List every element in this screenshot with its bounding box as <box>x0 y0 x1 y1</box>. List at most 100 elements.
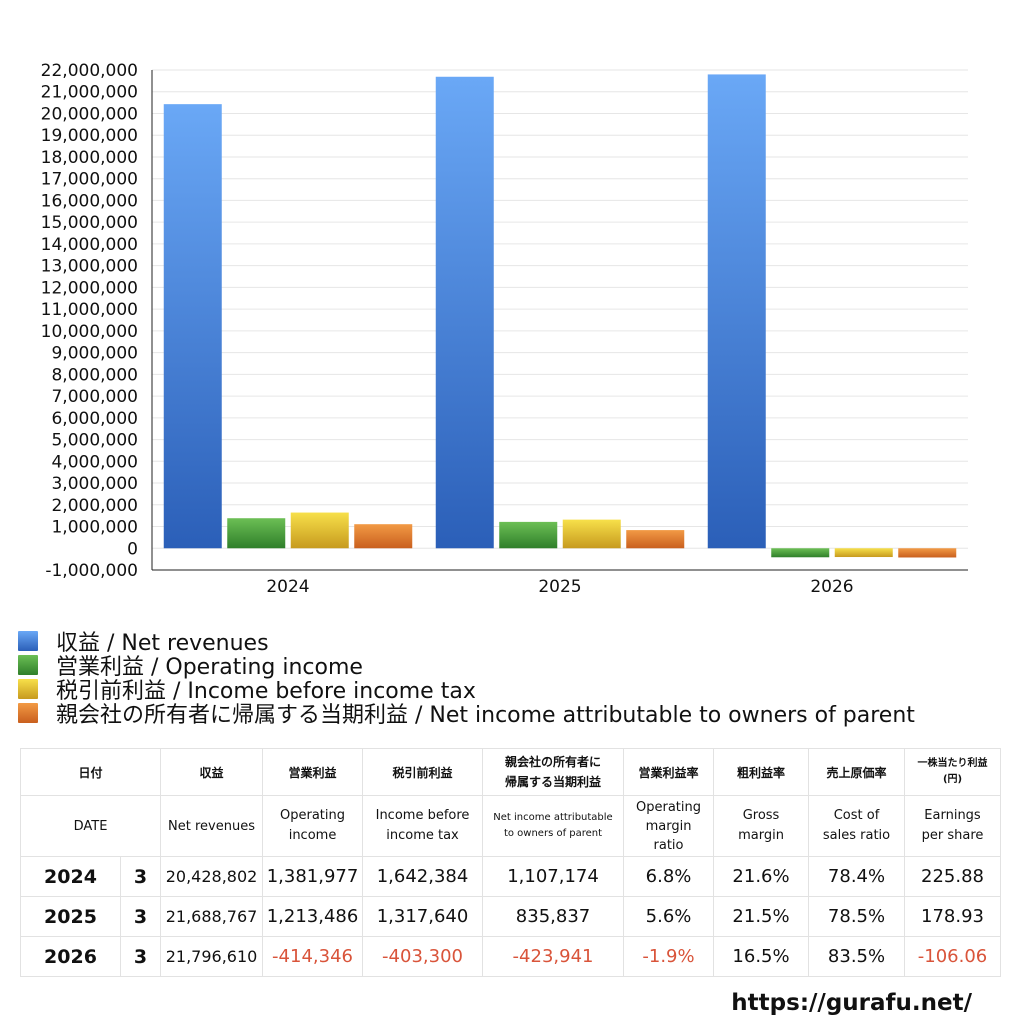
y-tick-label: 11,000,000 <box>41 300 138 320</box>
y-tick-label: 17,000,000 <box>41 170 138 190</box>
header-cell: 日付 <box>19 748 162 796</box>
legend-swatch <box>18 631 38 651</box>
bar-chart: 22,000,00021,000,00020,000,00019,000,000… <box>41 61 968 597</box>
operating-margin-cell: 5.6% <box>623 896 715 937</box>
y-tick-label: 8,000,000 <box>51 365 138 385</box>
bar-net-income-2024 <box>354 524 413 549</box>
header-cell: 親会社の所有者に 帰属する当期利益 <box>482 748 625 796</box>
legend-label: 税引前利益 / Income before income tax <box>56 679 476 704</box>
header-cell: Cost of sales ratio <box>808 795 906 857</box>
header-cell: 税引前利益 <box>362 748 484 796</box>
bar-operating-income-2024 <box>227 518 286 549</box>
legend-label: 収益 / Net revenues <box>56 631 269 656</box>
table-header-en: DATE Net revenues Operating income Incom… <box>19 795 1002 857</box>
legend-label: 営業利益 / Operating income <box>56 655 363 680</box>
y-tick-label: 7,000,000 <box>51 387 138 407</box>
net-income-cell: -423,941 <box>482 936 625 977</box>
header-cell: 収益 <box>160 748 264 796</box>
header-cell: Earnings per share <box>904 795 1002 857</box>
y-tick-label: 6,000,000 <box>51 409 138 429</box>
bar-pretax-income-2025 <box>562 519 621 549</box>
bar-operating-income-2025 <box>499 521 558 549</box>
y-tick-label: 22,000,000 <box>41 61 138 81</box>
table-row: 2025 3 21,688,767 1,213,486 1,317,640 83… <box>20 896 1002 937</box>
legend-item-net-income: 親会社の所有者に帰属する当期利益 / Net income attributab… <box>18 701 915 728</box>
net-income-cell: 835,837 <box>482 896 625 937</box>
x-tick-label: 2026 <box>810 577 853 597</box>
bar-revenues-2024 <box>163 104 222 549</box>
header-cell: Operating income <box>262 795 364 857</box>
year-cell: 2024 <box>20 856 121 897</box>
month-cell: 3 <box>119 856 162 897</box>
header-cell: DATE <box>19 795 162 857</box>
y-tick-label: 16,000,000 <box>41 191 138 211</box>
cost-ratio-cell: 78.5% <box>808 896 906 937</box>
pretax-income-cell: -403,300 <box>362 936 484 977</box>
month-cell: 3 <box>119 936 162 977</box>
pretax-income-cell: 1,317,640 <box>362 896 484 937</box>
y-tick-label: 18,000,000 <box>41 148 138 168</box>
y-tick-label: 20,000,000 <box>41 104 138 124</box>
operating-income-cell: 1,381,977 <box>262 856 364 897</box>
gross-margin-cell: 16.5% <box>713 936 810 977</box>
site-url[interactable]: https://gurafu.net/ <box>731 990 972 1016</box>
header-cell: Net income attributable to owners of par… <box>482 795 625 857</box>
legend-swatch <box>18 703 38 723</box>
y-tick-label: 5,000,000 <box>51 431 138 451</box>
y-tick-label: 19,000,000 <box>41 126 138 146</box>
y-tick-label: 9,000,000 <box>51 344 138 364</box>
header-cell: Income before income tax <box>362 795 484 857</box>
eps-cell: 178.93 <box>904 896 1002 937</box>
financial-table: 日付 収益 営業利益 税引前利益 親会社の所有者に 帰属する当期利益 営業利益率… <box>19 748 1002 977</box>
y-tick-label: 15,000,000 <box>41 213 138 233</box>
y-tick-label: 1,000,000 <box>51 518 138 538</box>
pretax-income-cell: 1,642,384 <box>362 856 484 897</box>
operating-income-cell: 1,213,486 <box>262 896 364 937</box>
eps-cell: 225.88 <box>904 856 1002 897</box>
revenues-cell: 20,428,802 <box>160 856 264 897</box>
year-cell: 2026 <box>20 936 121 977</box>
net-income-cell: 1,107,174 <box>482 856 625 897</box>
bar-net-income-2025 <box>626 530 685 549</box>
bar-revenues-2025 <box>435 76 494 549</box>
chart-legend: 収益 / Net revenues 営業利益 / Operating incom… <box>18 629 915 728</box>
operating-margin-cell: -1.9% <box>623 936 715 977</box>
header-cell: 営業利益 <box>262 748 364 796</box>
bar-operating-income-2026 <box>771 548 830 558</box>
header-cell: 粗利益率 <box>713 748 810 796</box>
y-tick-label: 14,000,000 <box>41 235 138 255</box>
table-row: 2026 3 21,796,610 -414,346 -403,300 -423… <box>20 936 1002 977</box>
revenues-cell: 21,796,610 <box>160 936 264 977</box>
y-tick-label: 2,000,000 <box>51 496 138 516</box>
operating-income-cell: -414,346 <box>262 936 364 977</box>
cost-ratio-cell: 83.5% <box>808 936 906 977</box>
legend-item-revenues: 収益 / Net revenues <box>18 629 915 656</box>
year-cell: 2025 <box>20 896 121 937</box>
y-tick-label: 12,000,000 <box>41 278 138 298</box>
bar-net-income-2026 <box>898 548 957 558</box>
legend-label: 親会社の所有者に帰属する当期利益 / Net income attributab… <box>56 703 915 728</box>
bar-revenues-2026 <box>707 74 766 549</box>
month-cell: 3 <box>119 896 162 937</box>
eps-cell: -106.06 <box>904 936 1002 977</box>
x-tick-label: 2025 <box>538 577 581 597</box>
table-header-jp: 日付 収益 営業利益 税引前利益 親会社の所有者に 帰属する当期利益 営業利益率… <box>19 748 1002 796</box>
gross-margin-cell: 21.6% <box>713 856 810 897</box>
legend-swatch <box>18 655 38 675</box>
y-tick-label: -1,000,000 <box>45 561 138 581</box>
header-cell: 一株当たり利益 (円) <box>904 748 1002 796</box>
gross-margin-cell: 21.5% <box>713 896 810 937</box>
y-tick-label: 4,000,000 <box>51 452 138 472</box>
revenues-cell: 21,688,767 <box>160 896 264 937</box>
header-cell: Operating margin ratio <box>623 795 715 857</box>
header-cell: 営業利益率 <box>623 748 715 796</box>
cost-ratio-cell: 78.4% <box>808 856 906 897</box>
header-cell: Net revenues <box>160 795 264 857</box>
legend-item-operating-income: 営業利益 / Operating income <box>18 653 915 680</box>
header-cell: Gross margin <box>713 795 810 857</box>
bar-pretax-income-2026 <box>834 548 893 558</box>
y-tick-label: 10,000,000 <box>41 322 138 342</box>
legend-item-pretax-income: 税引前利益 / Income before income tax <box>18 677 915 704</box>
operating-margin-cell: 6.8% <box>623 856 715 897</box>
bar-pretax-income-2024 <box>290 512 349 549</box>
